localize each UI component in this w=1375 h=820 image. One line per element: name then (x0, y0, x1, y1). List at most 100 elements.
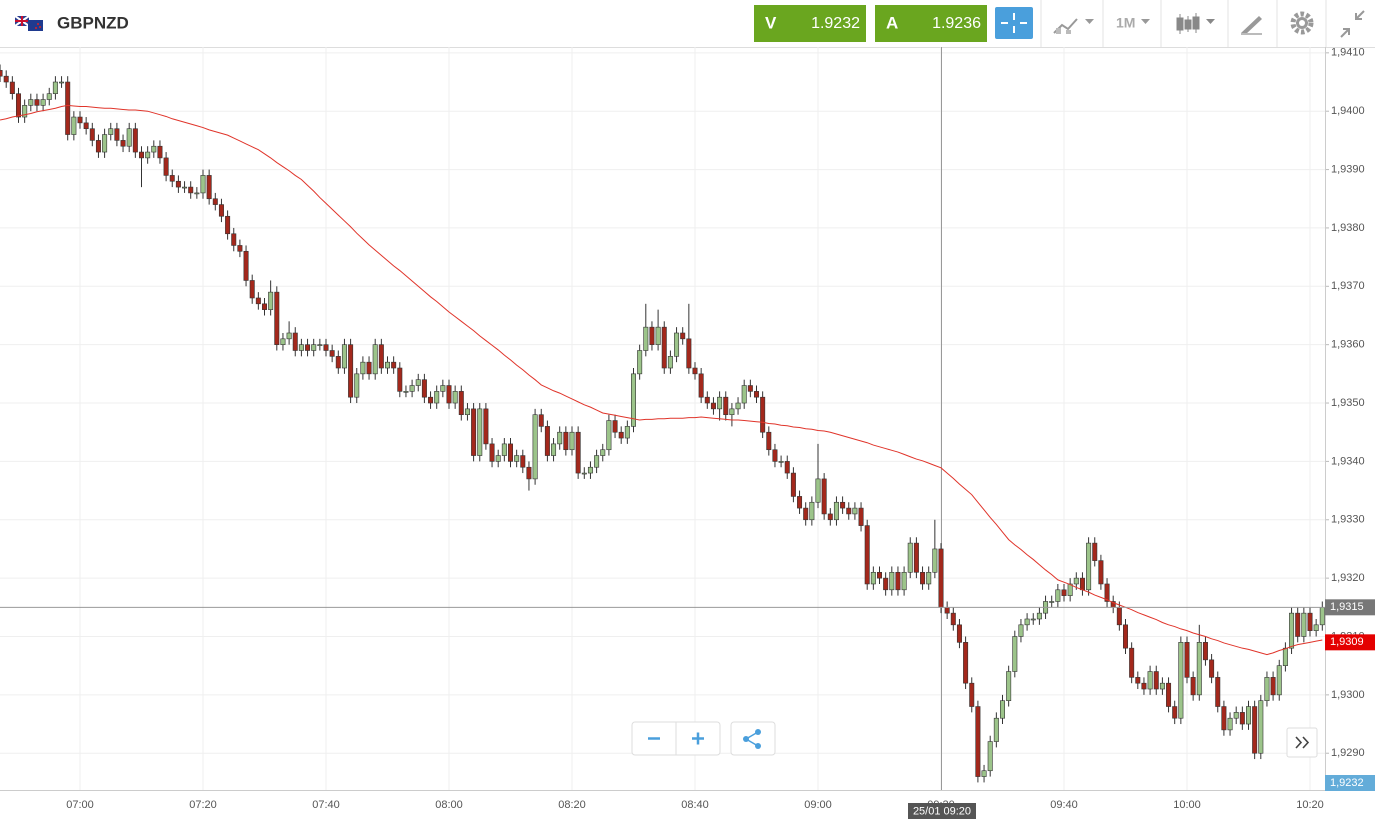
candle-body (212, 198, 218, 205)
candle-body (40, 99, 46, 106)
candle-body (569, 431, 575, 451)
candle-body (163, 157, 169, 176)
candle-body (520, 455, 526, 468)
candle-body (803, 507, 809, 521)
candle-body (1147, 671, 1153, 690)
candle-body (409, 385, 415, 392)
candle-body (876, 571, 882, 579)
candle-body (415, 379, 421, 386)
candle-body (1172, 706, 1178, 719)
y-tick-label: 1,9390 (1331, 163, 1365, 175)
collapse-button[interactable] (1340, 10, 1365, 38)
candle-body (77, 116, 83, 124)
candle-body (846, 507, 852, 515)
x-tick-label: 07:00 (66, 799, 94, 811)
candle-body (225, 215, 231, 235)
candle-body (59, 81, 65, 84)
candle-body (1012, 636, 1018, 672)
candle-body (132, 128, 138, 153)
candle-body (1209, 659, 1215, 678)
timeframe-button[interactable]: 1M (1116, 15, 1135, 31)
y-tick-label: 1,9330 (1331, 514, 1365, 526)
candle-body (797, 496, 803, 509)
candle-body (495, 455, 501, 462)
candle-body (717, 396, 723, 410)
candle-body (680, 332, 686, 340)
candle-body (1301, 612, 1307, 637)
candle-body (723, 396, 729, 416)
candle-body (987, 741, 993, 772)
candle-body (1098, 560, 1104, 585)
x-tick-label: 09:40 (1050, 799, 1078, 811)
crosshair-button[interactable] (995, 7, 1033, 39)
candle-body (157, 145, 163, 159)
candle-body (1018, 624, 1024, 637)
candle-body (686, 338, 692, 369)
buy-button[interactable] (875, 5, 987, 42)
candle-body (114, 128, 120, 141)
x-tick-label: 08:20 (558, 799, 586, 811)
candle-body (864, 525, 870, 585)
candle-body (446, 385, 452, 404)
candle-body (1264, 677, 1270, 701)
candle-style-button[interactable] (1176, 13, 1215, 34)
sell-button[interactable] (754, 5, 866, 42)
candle-body (15, 93, 21, 118)
y-tick-label: 1,9380 (1331, 222, 1365, 234)
candle-body (557, 431, 563, 445)
candle-body (1178, 642, 1184, 719)
candle-body (46, 93, 52, 100)
candle-body (384, 361, 390, 369)
candle-body (1246, 706, 1252, 725)
settings-button[interactable] (1290, 11, 1314, 35)
candle-body (889, 571, 895, 591)
candle-body (120, 140, 126, 147)
candle-body (1036, 612, 1042, 620)
candle-body (501, 443, 507, 456)
chart-type-button[interactable] (1053, 18, 1094, 34)
drawing-button[interactable] (1241, 16, 1262, 35)
candle-body (772, 449, 778, 462)
symbol: GBPNZD (57, 13, 129, 32)
candle-body (840, 501, 846, 509)
candle-body (581, 472, 587, 475)
share-button[interactable] (730, 721, 776, 756)
candle-body (544, 426, 550, 456)
candle-body (3, 75, 9, 83)
candle-body (1196, 642, 1202, 696)
candle-body (1135, 677, 1141, 684)
x-tick-label: 07:40 (312, 799, 340, 811)
candle-body (255, 297, 261, 305)
candle-body (999, 700, 1005, 719)
ma-tag-label: 1,9309 (1330, 636, 1364, 648)
y-tick-label: 1,9320 (1331, 572, 1365, 584)
candle-body (1282, 647, 1288, 666)
candle-body (1055, 589, 1061, 602)
candle-body (907, 542, 913, 573)
candle-body (1190, 677, 1196, 696)
candle-body (249, 280, 255, 299)
candle-body (286, 332, 292, 340)
candle-body (1079, 577, 1085, 591)
ma-tag (1325, 634, 1375, 651)
buy-label: A (886, 13, 898, 32)
candle-body (551, 443, 557, 456)
candle-body (1221, 706, 1227, 731)
candle-body (575, 431, 581, 474)
candle-body (704, 396, 710, 404)
candle-body (852, 507, 858, 515)
candle-body (298, 344, 304, 351)
candle-body (932, 548, 938, 573)
candle-body (630, 373, 636, 427)
crosshair-tag (908, 803, 976, 819)
x-tick-label: 08:40 (681, 799, 709, 811)
candle-body (95, 140, 101, 153)
candle-body (981, 770, 987, 777)
candle-body (1073, 577, 1079, 585)
candle-body (311, 344, 317, 351)
zoom-in-button[interactable] (692, 732, 704, 745)
x-tick-label: 09:00 (804, 799, 832, 811)
candle-body (108, 128, 114, 135)
